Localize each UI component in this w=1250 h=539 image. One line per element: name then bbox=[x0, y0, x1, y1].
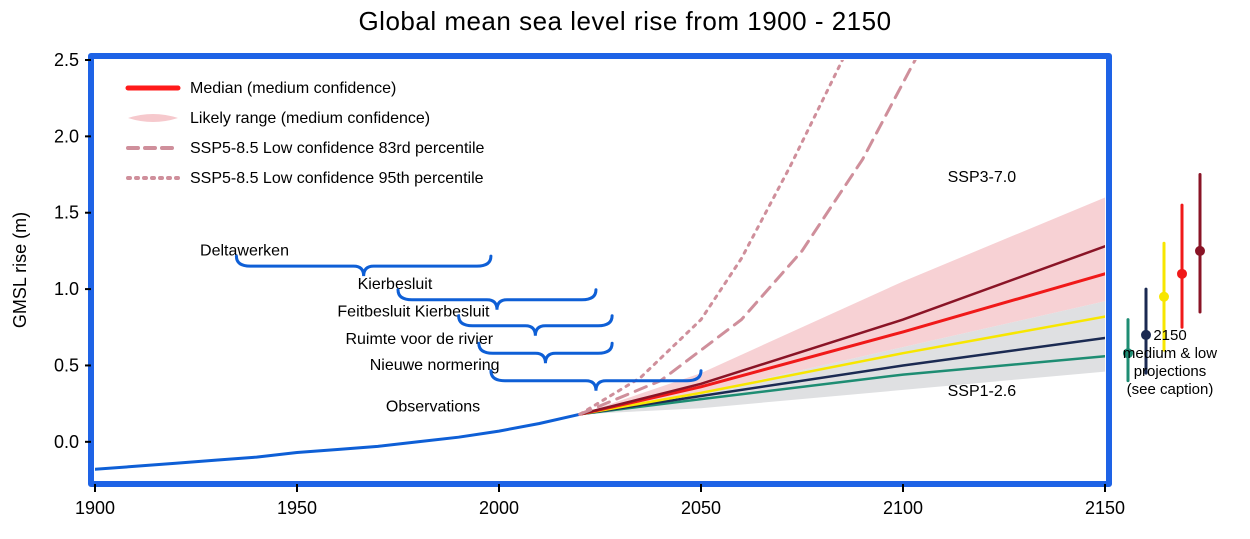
xtick-label: 1950 bbox=[277, 498, 317, 518]
legend-swatch bbox=[128, 114, 178, 122]
ytick-label: 1.5 bbox=[54, 203, 79, 223]
proj-dot-ssp370 bbox=[1177, 269, 1187, 279]
proj-dot-ssp585 bbox=[1195, 246, 1205, 256]
proj-dot-ssp245 bbox=[1159, 292, 1169, 302]
series-observations bbox=[95, 414, 580, 469]
annotation-normering: Nieuwe normering bbox=[370, 357, 500, 374]
ytick-label: 1.0 bbox=[54, 279, 79, 299]
legend-label: SSP5-8.5 Low confidence 95th percentile bbox=[190, 170, 484, 187]
xtick-label: 1900 bbox=[75, 498, 115, 518]
xtick-label: 2100 bbox=[883, 498, 923, 518]
ytick-label: 0.5 bbox=[54, 355, 79, 375]
side-caption: (see caption) bbox=[1127, 381, 1214, 398]
annotation-kierbesluit: Kierbesluit bbox=[358, 276, 433, 293]
ytick-label: 0.0 bbox=[54, 432, 79, 452]
chart-container: Global mean sea level rise from 1900 - 2… bbox=[0, 0, 1250, 539]
side-caption: medium & low bbox=[1123, 345, 1217, 362]
series-label: SSP1-2.6 bbox=[948, 383, 1017, 400]
side-caption: 2150 bbox=[1153, 327, 1186, 344]
xtick-label: 2150 bbox=[1085, 498, 1125, 518]
annotation-feitbesluit: Feitbesluit Kierbesluit bbox=[337, 304, 490, 321]
side-caption: projections bbox=[1134, 363, 1207, 380]
y-axis-label: GMSL rise (m) bbox=[10, 212, 30, 328]
chart-svg: 0.0 0.5 1.0 1.5 2.0 2.5 1900 1950 2000 2050 2100 21… bbox=[0, 0, 1250, 539]
xtick-label: 2000 bbox=[479, 498, 519, 518]
legend-label: Median (medium confidence) bbox=[190, 80, 396, 97]
legend-label: Likely range (medium confidence) bbox=[190, 110, 430, 127]
legend-label: SSP5-8.5 Low confidence 83rd percentile bbox=[190, 140, 485, 157]
xtick-label: 2050 bbox=[681, 498, 721, 518]
series-label: SSP3-7.0 bbox=[948, 169, 1017, 186]
annotation-ruimterivier: Ruimte voor de rivier bbox=[345, 331, 493, 348]
ytick-label: 2.5 bbox=[54, 50, 79, 70]
proj-dot-navy bbox=[1141, 330, 1151, 340]
annotation-deltawerken: Deltawerken bbox=[200, 242, 289, 259]
annotation-observations: Observations bbox=[386, 398, 480, 415]
ytick-label: 2.0 bbox=[54, 126, 79, 146]
